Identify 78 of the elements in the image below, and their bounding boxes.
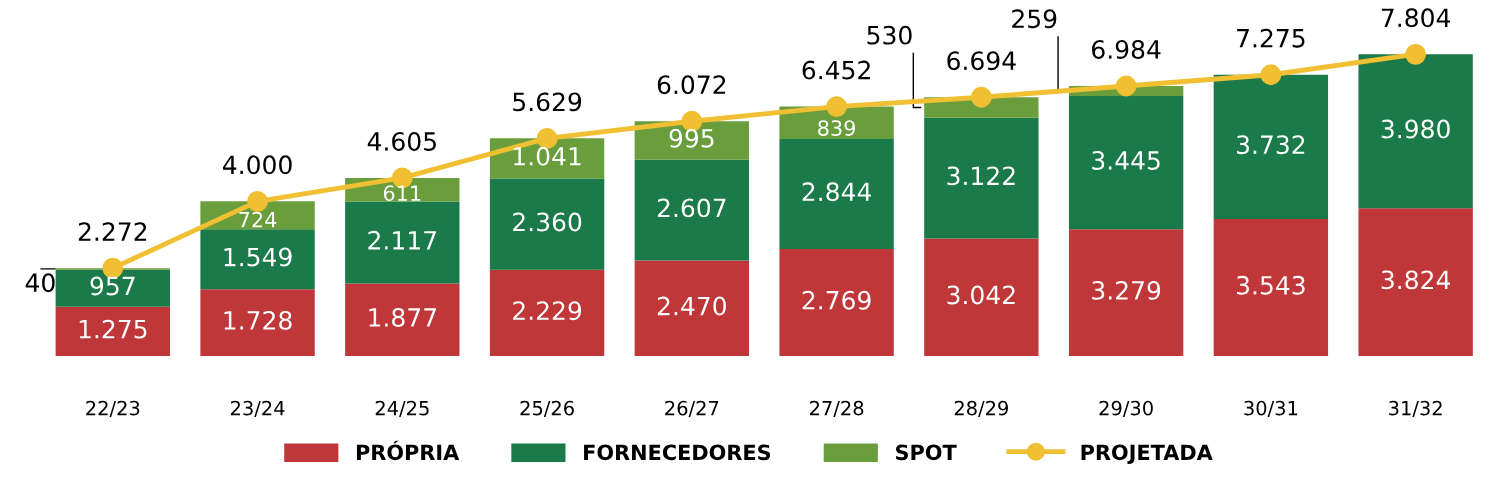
point xyxy=(970,86,992,108)
data-label: 1.728 xyxy=(224,310,292,330)
x-tick-label: 30/31 xyxy=(1244,400,1298,417)
x-tick-label: 23/24 xyxy=(230,400,285,417)
data-label: 3.042 xyxy=(947,285,1015,305)
data-label: 4.605 xyxy=(367,131,436,151)
bar xyxy=(489,269,605,356)
bar xyxy=(55,306,170,356)
bar xyxy=(55,269,170,307)
x-tick-label: 25/26 xyxy=(520,400,574,417)
bar xyxy=(1068,229,1184,356)
data-label: 2.272 xyxy=(78,222,147,241)
bar xyxy=(1213,74,1329,220)
data-label: 3.732 xyxy=(1237,135,1305,155)
x-tick-label: 27/28 xyxy=(810,400,864,417)
data-label: 4.000 xyxy=(223,155,292,175)
bar xyxy=(634,260,750,356)
bar xyxy=(200,229,315,290)
x-tick-label: 28/29 xyxy=(954,400,1009,417)
data-label: 6.452 xyxy=(802,60,870,80)
bar xyxy=(779,248,894,356)
bar xyxy=(1358,208,1473,356)
data-label: 7.275 xyxy=(1237,28,1305,48)
data-label: 5.629 xyxy=(513,92,582,112)
x-tick-label: 26/27 xyxy=(665,400,719,417)
data-label: 6.694 xyxy=(947,51,1016,71)
bar xyxy=(634,159,750,261)
bar xyxy=(1068,96,1184,230)
data-label: 3.445 xyxy=(1092,150,1160,170)
x-tick-label: 31/32 xyxy=(1389,400,1442,417)
x-tick-label: 29/30 xyxy=(1099,400,1153,417)
data-label: 839 xyxy=(818,120,856,136)
data-label: 724 xyxy=(239,211,277,228)
data-label: 2.769 xyxy=(802,290,871,310)
data-label: 2.117 xyxy=(368,230,436,250)
data-label: 1.275 xyxy=(79,319,147,339)
bar xyxy=(1358,54,1473,209)
point xyxy=(247,190,268,212)
data-label: 2.229 xyxy=(513,301,582,321)
point xyxy=(1115,75,1137,97)
legend-label: PRÓPRIA xyxy=(356,440,460,461)
bar xyxy=(345,201,460,284)
data-label: 1.549 xyxy=(224,247,292,267)
data-label: 6.984 xyxy=(1092,40,1161,59)
data-label: 2.360 xyxy=(513,212,582,232)
bar xyxy=(489,178,605,270)
point xyxy=(1260,64,1282,86)
data-label: 1.041 xyxy=(514,146,581,166)
bar xyxy=(1213,219,1329,356)
data-label: 1.877 xyxy=(369,308,436,327)
data-label: 2.607 xyxy=(657,198,726,218)
data-label: 2.844 xyxy=(802,182,871,202)
bar xyxy=(200,289,315,356)
bar xyxy=(779,139,894,249)
data-label: 3.824 xyxy=(1381,270,1451,290)
legend-label: PROJETADA xyxy=(1081,444,1213,465)
data-label: 259 xyxy=(1012,9,1057,29)
data-label: 3.122 xyxy=(947,166,1015,186)
bar xyxy=(924,238,1039,356)
data-label: 530 xyxy=(867,25,912,45)
legend-label: FORNECEDORES xyxy=(584,444,771,461)
data-label: 611 xyxy=(383,185,421,202)
data-label: 3.279 xyxy=(1092,280,1161,300)
data-label: 3.543 xyxy=(1237,275,1305,295)
data-label: 6.072 xyxy=(657,75,726,95)
legend-label: SPOT xyxy=(896,444,957,461)
x-tick-label: 22/23 xyxy=(86,400,140,417)
bar xyxy=(345,283,460,356)
x-tick-label: 24/25 xyxy=(375,400,429,417)
point xyxy=(826,96,848,117)
data-label: 2.470 xyxy=(657,296,726,316)
bar xyxy=(924,117,1039,239)
data-label: 995 xyxy=(669,128,714,148)
data-label: 40 xyxy=(25,273,55,293)
data-label: 3.980 xyxy=(1381,119,1450,139)
data-label: 7.804 xyxy=(1381,8,1451,28)
data-label: 957 xyxy=(90,276,135,296)
point xyxy=(1405,43,1427,65)
